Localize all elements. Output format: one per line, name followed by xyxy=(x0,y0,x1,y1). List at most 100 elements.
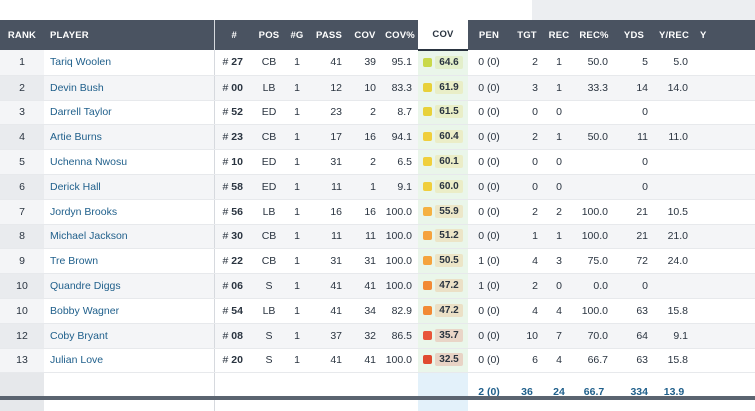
games-cell: 1 xyxy=(284,174,310,200)
table-row[interactable]: 9 Tre Brown # 22 CB 1 31 31 100.0 50.5 1 (0) 4 3 75.… xyxy=(0,248,755,275)
total-pen: 2 (0) xyxy=(468,372,510,411)
yds-cell: 63 xyxy=(614,348,654,374)
table-row[interactable]: 6 Derick Hall # 58 ED 1 11 1 9.1 60.0 0 (0) 0 0 0 xyxy=(0,174,755,200)
player-name-link[interactable]: Julian Love xyxy=(44,348,214,374)
y-rec-cell xyxy=(654,149,694,175)
table-row[interactable]: 1 Tariq Woolen # 27 CB 1 41 39 95.1 64.6 0 (0) 2 1 5… xyxy=(0,50,755,76)
games-cell: 1 xyxy=(284,224,310,250)
pass-cell: 41 xyxy=(310,298,348,324)
table-row[interactable]: 8 Michael Jackson # 30 CB 1 11 11 100.0 51.2 0 (0… xyxy=(0,224,755,250)
y-rec-cell xyxy=(654,100,694,126)
pen-cell: 0 (0) xyxy=(468,149,510,175)
table-row[interactable]: 3 Darrell Taylor # 52 ED 1 23 2 8.7 61.5 0 (0) 0 0 0 xyxy=(0,100,755,126)
rec-pct-cell xyxy=(574,100,614,126)
bottom-scrollbar[interactable] xyxy=(0,396,755,400)
jersey-cell: # 23 xyxy=(213,124,254,151)
rank-cell: 6 xyxy=(0,174,44,200)
cov-grade-cell: 47.2 xyxy=(418,273,468,299)
table-row[interactable]: 12 Coby Bryant # 08 S 1 37 32 86.5 35.7 0 (0) 10 7 7… xyxy=(0,323,755,349)
player-name-link[interactable]: Uchenna Nwosu xyxy=(44,149,214,175)
grade-color-chip xyxy=(423,206,432,216)
cov-grade-cell: 61.9 xyxy=(418,75,468,101)
col-header-pos[interactable]: POS xyxy=(254,20,284,50)
col-header-y-rec[interactable]: Y/REC xyxy=(654,20,694,50)
yds-cell: 0 xyxy=(614,273,654,299)
rec-cell: 4 xyxy=(544,298,574,324)
cov-cell: 10 xyxy=(348,75,382,101)
col-header-cov-grade[interactable]: COV xyxy=(418,20,468,51)
table-row[interactable]: 10 Bobby Wagner # 54 LB 1 41 34 82.9 47.2 0 (0) 4 4… xyxy=(0,298,755,324)
pos-cell: ED xyxy=(254,149,284,175)
jersey-cell: # 10 xyxy=(213,149,254,175)
cov-cell: 16 xyxy=(348,124,382,151)
cov-grade-cell: 35.7 xyxy=(418,323,468,349)
col-header-cov-pct[interactable]: COV% xyxy=(382,20,418,50)
jersey-number: 30 xyxy=(231,230,243,243)
jersey-cell: # 20 xyxy=(213,348,254,374)
table-row[interactable]: 7 Jordyn Brooks # 56 LB 1 16 16 100.0 55.9 0 (0) 2… xyxy=(0,199,755,225)
col-header-jersey[interactable]: # xyxy=(213,20,254,50)
yds-cell: 63 xyxy=(614,298,654,324)
cov-grade-cell: 47.2 xyxy=(418,298,468,324)
y-rec-cell: 14.0 xyxy=(654,75,694,101)
rec-cell: 7 xyxy=(544,323,574,349)
cov-pct-cell: 100.0 xyxy=(382,199,418,225)
col-header-rec-pct[interactable]: REC% xyxy=(574,20,614,50)
table-row[interactable]: 4 Artie Burns # 23 CB 1 17 16 94.1 60.4 0 (0) 2 1 50… xyxy=(0,124,755,151)
player-name-link[interactable]: Artie Burns xyxy=(44,124,214,151)
grade-color-chip xyxy=(423,82,432,92)
grade-color-chip xyxy=(423,256,432,266)
jersey-cell: # 56 xyxy=(213,199,254,225)
pass-cell: 12 xyxy=(310,75,348,101)
rec-cell: 0 xyxy=(544,174,574,200)
pass-cell: 37 xyxy=(310,323,348,349)
pen-cell: 1 (0) xyxy=(468,273,510,299)
col-header-cov[interactable]: COV xyxy=(348,20,382,50)
jersey-cell: # 27 xyxy=(213,50,254,76)
grade-color-chip xyxy=(423,281,432,291)
player-name-link[interactable]: Tre Brown xyxy=(44,248,214,275)
cov-grade-cell: 50.5 xyxy=(418,248,468,275)
player-name-link[interactable]: Devin Bush xyxy=(44,75,214,101)
cov-grade-value: 60.4 xyxy=(435,130,463,144)
rec-cell: 1 xyxy=(544,50,574,76)
table-row[interactable]: 10 Quandre Diggs # 06 S 1 41 41 100.0 47.2 1 (0) 2… xyxy=(0,273,755,299)
tgt-cell: 4 xyxy=(510,298,544,324)
cov-grade-cell: 60.0 xyxy=(418,174,468,200)
player-name-link[interactable]: Coby Bryant xyxy=(44,323,214,349)
player-name-link[interactable]: Michael Jackson xyxy=(44,224,214,250)
cov-pct-cell: 9.1 xyxy=(382,174,418,200)
table-row[interactable]: 5 Uchenna Nwosu # 10 ED 1 31 2 6.5 60.1 0 (0) 0 0 0 xyxy=(0,149,755,175)
rank-cell: 5 xyxy=(0,149,44,175)
table-row[interactable]: 13 Julian Love # 20 S 1 41 41 100.0 32.5 0 (0) 6 4 6… xyxy=(0,348,755,374)
col-header-rank[interactable]: RANK xyxy=(0,20,44,50)
tgt-cell: 3 xyxy=(510,75,544,101)
cov-pct-cell: 100.0 xyxy=(382,273,418,299)
player-name-link[interactable]: Quandre Diggs xyxy=(44,273,214,299)
tgt-cell: 0 xyxy=(510,100,544,126)
tgt-cell: 0 xyxy=(510,174,544,200)
player-name-link[interactable]: Jordyn Brooks xyxy=(44,199,214,225)
pos-cell: LB xyxy=(254,75,284,101)
player-name-link[interactable]: Bobby Wagner xyxy=(44,298,214,324)
player-name-link[interactable]: Darrell Taylor xyxy=(44,100,214,126)
col-header-pen[interactable]: PEN xyxy=(468,20,510,50)
rec-pct-cell xyxy=(574,149,614,175)
y-rec-cell: 10.5 xyxy=(654,199,694,225)
cov-grade-cell: 61.5 xyxy=(418,100,468,126)
col-header-yds[interactable]: YDS xyxy=(614,20,654,50)
col-header-pass[interactable]: PASS xyxy=(310,20,348,50)
col-header-tgt[interactable]: TGT xyxy=(510,20,544,50)
col-header-games[interactable]: #G xyxy=(284,20,310,50)
grade-color-chip xyxy=(423,305,432,315)
player-name-link[interactable]: Tariq Woolen xyxy=(44,50,214,76)
games-cell: 1 xyxy=(284,273,310,299)
col-header-extra[interactable]: Y xyxy=(694,20,755,50)
jersey-number: 00 xyxy=(231,81,243,94)
grade-color-chip xyxy=(423,330,432,340)
col-header-rec[interactable]: REC xyxy=(544,20,574,50)
cov-cell: 34 xyxy=(348,298,382,324)
player-name-link[interactable]: Derick Hall xyxy=(44,174,214,200)
table-row[interactable]: 2 Devin Bush # 00 LB 1 12 10 83.3 61.9 0 (0) 3 1 33.… xyxy=(0,75,755,101)
col-header-player[interactable]: PLAYER xyxy=(44,20,214,50)
